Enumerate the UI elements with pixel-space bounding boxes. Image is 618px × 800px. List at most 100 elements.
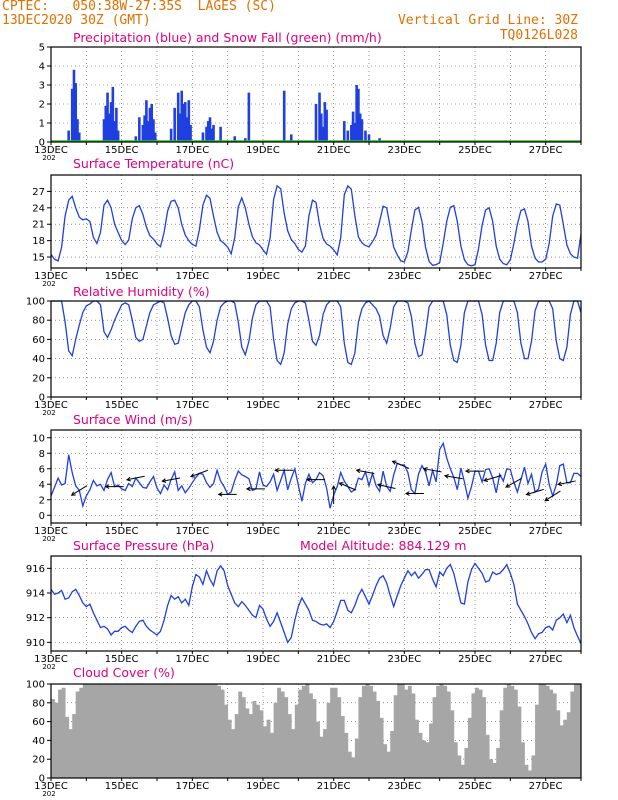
wind-arrow-head <box>464 468 470 474</box>
cloud-cover-bar <box>58 689 62 778</box>
cloud-cover-bar <box>326 702 331 778</box>
cloud-cover-bar <box>146 684 151 778</box>
cloud-cover-bar <box>499 710 504 778</box>
wind-arrow-shaft <box>162 477 181 482</box>
precip-bar <box>357 88 360 142</box>
panel-title: Surface Wind (m/s) <box>73 412 193 427</box>
cloud-cover-bar <box>142 684 147 778</box>
cloud-cover-bar <box>467 717 472 778</box>
cloud-cover-bar <box>425 742 430 778</box>
cloud-cover-bar <box>517 706 522 778</box>
x-tick-label: 21DEC <box>317 271 351 282</box>
x-tick-label: 23DEC <box>387 526 421 537</box>
precip-bar <box>318 92 321 142</box>
x-tick-label: 15DEC <box>105 145 139 156</box>
y-tick-label: 24 <box>32 203 45 214</box>
y-tick-label: 100 <box>26 680 45 691</box>
precip-bar <box>74 83 78 142</box>
cloud-cover-bar <box>347 751 352 778</box>
wind-arrow <box>189 469 209 478</box>
precip-bar <box>208 117 212 142</box>
cloud-cover-bar <box>556 710 561 778</box>
y-tick-label: 0 <box>39 774 45 785</box>
y-tick-label: 4 <box>39 62 45 73</box>
precip-bar <box>325 109 328 142</box>
cloud-cover-bar <box>75 691 80 778</box>
cloud-cover-bar <box>549 689 554 778</box>
cloud-cover-bar <box>528 770 532 778</box>
precip-bar <box>111 86 115 142</box>
cloud-cover-bar <box>305 684 310 778</box>
precip-bar <box>189 124 192 142</box>
wind-arrow-head <box>70 491 76 496</box>
precip-bar <box>219 126 222 142</box>
cloud-cover-bar <box>489 759 494 778</box>
wind-arrow-shaft <box>526 488 544 496</box>
wind-arrow-head <box>391 460 397 465</box>
cloud-cover-bar <box>545 685 550 778</box>
cloud-cover-bar <box>379 717 384 778</box>
cloud-cover-bar <box>96 684 101 778</box>
x-tick-label: 25DEC <box>458 145 492 156</box>
precip-bar <box>115 107 118 142</box>
wind-panel: 0 2 4 6 8 10 13DEC 15DEC 17DEC 19DEC 21DEC 23DEC 25D… <box>32 412 582 543</box>
wind-arrow <box>217 491 237 497</box>
wind-arrow-shaft <box>377 484 396 490</box>
precip-bar <box>183 102 187 142</box>
cloud-cover-bar <box>100 684 105 778</box>
x-tick-label: 15DEC <box>105 271 139 282</box>
cloud-cover-bar <box>542 684 547 778</box>
cloud-cover-bar <box>252 700 257 778</box>
cloud-cover-bar <box>407 685 412 778</box>
cloud-cover-bar <box>157 684 161 778</box>
cloud-cover-bar <box>72 714 77 778</box>
precip-bar <box>205 126 208 142</box>
cloud-cover-bar <box>538 684 543 778</box>
wind-arrow <box>483 474 502 482</box>
y-tick-label: 916 <box>26 564 45 575</box>
precip-bar <box>76 119 79 142</box>
precip-bar <box>364 130 367 142</box>
cloud-cover-bar <box>400 684 405 778</box>
cloud-cover-bar <box>82 684 87 778</box>
cloud-cover-bar <box>559 725 564 778</box>
temperature-line <box>50 184 582 267</box>
cloud-cover-bar <box>358 697 363 778</box>
precip-bar <box>185 117 189 142</box>
cloud-cover-bar <box>577 684 582 778</box>
x-tick-label: 25DEC <box>458 781 492 792</box>
cloud-cover-bar <box>171 684 176 778</box>
y-tick-label: 912 <box>26 613 45 624</box>
cloud-cover-bar <box>361 685 366 778</box>
precip-bar <box>244 138 247 142</box>
cloud-cover-bar <box>418 732 423 778</box>
precip-bar <box>143 115 146 142</box>
x-tick-label: 23DEC <box>387 654 421 665</box>
wind-arrow <box>70 485 88 496</box>
wind-arrow-head <box>161 478 167 483</box>
x-year-label: 202 <box>42 409 55 417</box>
cloud-cover-bar <box>330 687 335 778</box>
cloud-cover-bar <box>51 699 55 778</box>
precip-bar <box>146 121 150 142</box>
cloud-cover-bar <box>195 684 200 778</box>
wind-arrow-shaft <box>505 477 522 488</box>
x-year-label: 202 <box>42 154 55 162</box>
cloud-cover-bar <box>61 687 66 778</box>
wind-arrow-shaft <box>444 475 463 480</box>
wind-arrow-head <box>104 484 110 489</box>
cloud-cover-bar <box>118 684 123 778</box>
wind-arrow <box>404 491 424 496</box>
humidity-line <box>51 300 582 366</box>
precip-bar <box>342 121 346 142</box>
cloud-cover-bar <box>287 714 292 778</box>
x-tick-label: 21DEC <box>317 526 351 537</box>
y-tick-label: 0 <box>39 511 45 522</box>
precip-bar <box>323 102 327 142</box>
cloud-cover-bar <box>570 691 575 778</box>
precip-bar <box>182 104 185 142</box>
wind-arrow <box>245 486 265 492</box>
wind-arrow <box>305 477 325 482</box>
x-tick-label: 27DEC <box>529 271 563 282</box>
cloud-cover-bar <box>369 685 373 778</box>
